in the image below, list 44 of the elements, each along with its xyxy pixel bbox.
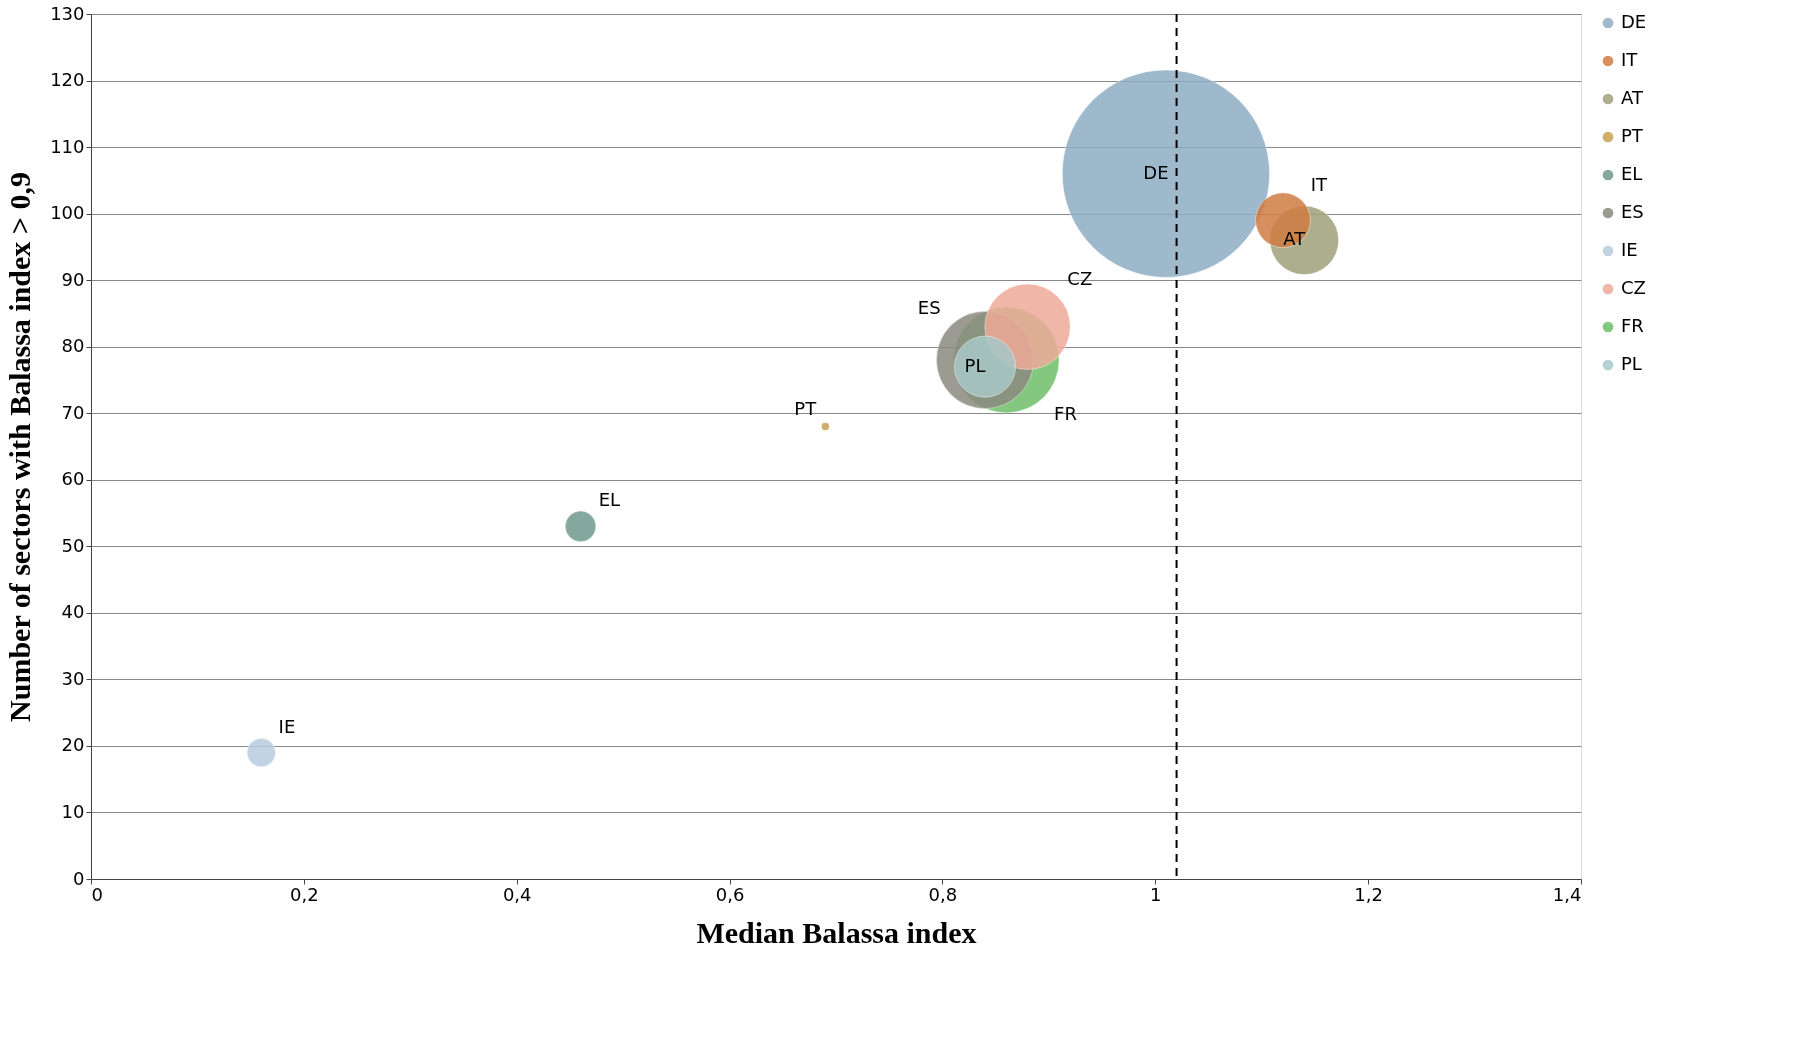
legend-label: FR — [1621, 315, 1644, 336]
text: PT — [794, 398, 817, 420]
y-tick-label: 70 — [61, 401, 85, 423]
x-tick-label: 0,8 — [928, 883, 958, 905]
y-tick-label: 90 — [61, 268, 85, 290]
legend-label: PL — [1621, 353, 1642, 374]
y-tick-label: 50 — [61, 534, 85, 556]
y-tick-label: 0 — [73, 867, 85, 889]
text: ES — [917, 296, 941, 318]
x-tick-label: 0,4 — [502, 883, 532, 905]
y-tick-label: 30 — [61, 667, 85, 689]
y-tick-label: 80 — [61, 335, 85, 357]
x-tick-label: 1,4 — [1552, 883, 1582, 905]
text: EL — [598, 489, 621, 511]
text: IT — [1310, 173, 1327, 195]
legend-label: EL — [1621, 163, 1643, 184]
y-axis-title: Number of sectors with Balassa index > 0,9 — [3, 172, 37, 722]
y-tick-label: 10 — [61, 800, 85, 822]
y-tick-label: 60 — [61, 468, 85, 490]
x-axis-title: Median Balassa index — [696, 915, 977, 949]
x-tick-label: 0 — [91, 883, 103, 905]
legend-label: IE — [1621, 239, 1638, 260]
y-tick-label: 20 — [61, 734, 85, 756]
text: PL — [964, 354, 986, 376]
legend-label: IT — [1621, 49, 1639, 70]
y-tick-label: 120 — [50, 69, 85, 91]
x-tick-label: 0,2 — [290, 883, 319, 905]
legend-label: CZ — [1621, 277, 1646, 298]
legend-label: DE — [1621, 11, 1647, 32]
text: IE — [278, 716, 296, 738]
x-tick-label: 1 — [1150, 883, 1162, 905]
legend-label: ES — [1621, 201, 1644, 222]
text: DE — [1143, 161, 1169, 183]
y-tick-label: 110 — [50, 135, 85, 157]
y-tick-label: 130 — [50, 2, 85, 24]
y-tick-label: 100 — [50, 202, 85, 224]
text: CZ — [1067, 267, 1093, 289]
legend-label: AT — [1621, 87, 1644, 108]
y-tick-label: 40 — [61, 601, 85, 623]
legend-label: PT — [1621, 125, 1644, 146]
text: FR — [1054, 402, 1077, 424]
x-tick-label: 0,6 — [715, 883, 745, 905]
text: AT — [1283, 228, 1306, 250]
x-tick-label: 1,2 — [1354, 883, 1383, 905]
